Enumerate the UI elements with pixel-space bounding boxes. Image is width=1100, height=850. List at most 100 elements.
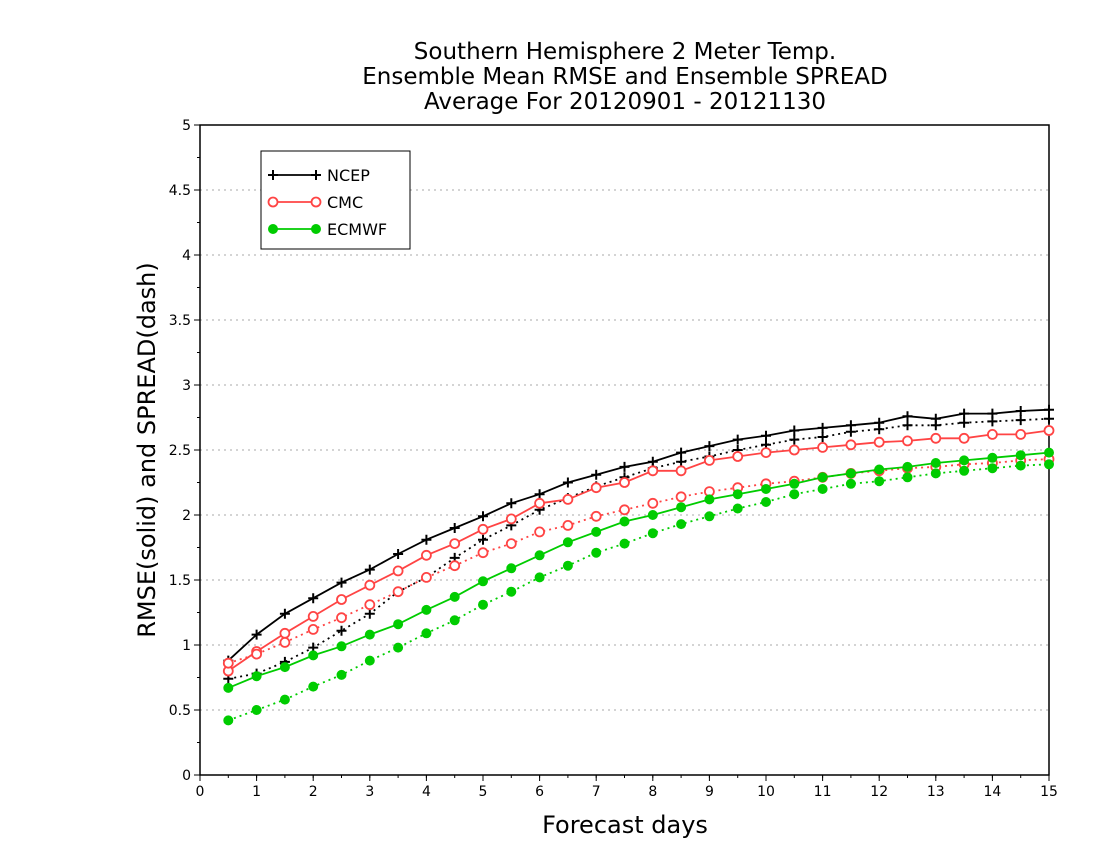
data-point [279, 662, 290, 673]
data-point [591, 469, 602, 480]
data-point [845, 478, 856, 489]
x-tick-label: 12 [870, 784, 888, 800]
data-point [534, 497, 545, 509]
legend-label: CMC [327, 193, 363, 212]
data-point [449, 560, 461, 572]
data-point [817, 422, 828, 433]
y-tick-label: 5 [182, 118, 191, 134]
x-tick-label: 2 [309, 784, 318, 800]
data-point [789, 478, 800, 489]
data-point [1015, 406, 1026, 416]
data-point [959, 408, 970, 419]
data-point [421, 604, 432, 615]
data-point [874, 476, 885, 487]
data-point [619, 516, 630, 527]
data-point [478, 511, 488, 522]
data-point [534, 526, 545, 538]
data-point [1015, 428, 1027, 440]
x-tick-label: 11 [814, 784, 832, 800]
data-point [364, 608, 375, 619]
data-point [987, 416, 998, 427]
data-point [930, 420, 941, 431]
data-point [562, 493, 574, 505]
data-point [307, 624, 319, 635]
legend-marker [268, 170, 278, 180]
data-point [676, 447, 687, 458]
data-point [534, 550, 545, 561]
data-point [251, 705, 262, 715]
y-tick-label: 4 [182, 248, 191, 264]
data-point [251, 671, 262, 682]
data-point [845, 468, 856, 479]
data-point [449, 591, 460, 602]
data-point [449, 615, 460, 626]
data-point [1044, 447, 1054, 458]
data-point [619, 504, 630, 516]
data-point [789, 434, 800, 445]
data-point [676, 502, 687, 513]
data-point [789, 489, 800, 500]
data-point [392, 586, 404, 598]
data-point [817, 432, 828, 442]
data-point [392, 565, 404, 577]
data-point [675, 465, 687, 477]
data-point [478, 534, 488, 545]
data-point [761, 497, 771, 507]
y-tick-label: 2.5 [169, 443, 191, 459]
data-point [478, 576, 488, 587]
data-point [874, 424, 885, 435]
data-point [1044, 459, 1054, 470]
data-point [393, 619, 404, 630]
data-point [307, 611, 319, 622]
data-point [1044, 413, 1054, 424]
data-point [930, 432, 942, 444]
data-point [732, 503, 743, 514]
data-point [902, 435, 913, 447]
data-point [987, 428, 998, 440]
x-tick-label: 1 [252, 784, 261, 800]
data-point [647, 497, 659, 509]
series-line [227, 429, 1050, 672]
legend-entry-ncep: NCEP [268, 166, 370, 185]
data-point [1044, 404, 1054, 415]
data-point [902, 420, 913, 431]
data-point [590, 510, 602, 522]
y-tick-label: 1.5 [169, 573, 191, 589]
data-point [1043, 425, 1055, 436]
legend-entry-ecmwf: ECMWF [268, 220, 387, 239]
data-point [817, 472, 828, 483]
series-line [227, 408, 1050, 662]
legend-marker [267, 196, 279, 208]
data-point [336, 594, 347, 605]
data-point [959, 417, 970, 428]
data-point [647, 510, 658, 520]
x-axis-title: Forecast days [542, 811, 708, 839]
data-point [902, 461, 913, 472]
title-line-2: Ensemble Mean RMSE and Ensemble SPREAD [362, 64, 887, 90]
data-point [506, 498, 517, 509]
data-point [364, 564, 375, 575]
data-point [817, 484, 828, 494]
data-point [789, 425, 800, 436]
series-cmc-rmse [222, 425, 1055, 677]
data-point [704, 454, 715, 466]
data-point [675, 491, 687, 503]
data-point [421, 534, 432, 545]
legend: NCEP CMC ECMWF [260, 150, 411, 250]
y-tick-label: 3 [182, 378, 191, 394]
data-point [902, 472, 913, 483]
series-line [227, 451, 1050, 689]
data-point [505, 538, 517, 549]
title-line-1: Southern Hemisphere 2 Meter Temp. [414, 39, 836, 65]
data-point [873, 436, 885, 448]
data-point [1015, 415, 1026, 426]
data-point [930, 468, 941, 479]
x-tick-label: 4 [422, 784, 431, 800]
data-point [760, 447, 772, 459]
data-point [562, 537, 573, 548]
x-tick-label: 9 [705, 784, 714, 800]
data-point [987, 452, 998, 463]
data-point [562, 560, 573, 571]
data-point [591, 526, 602, 537]
